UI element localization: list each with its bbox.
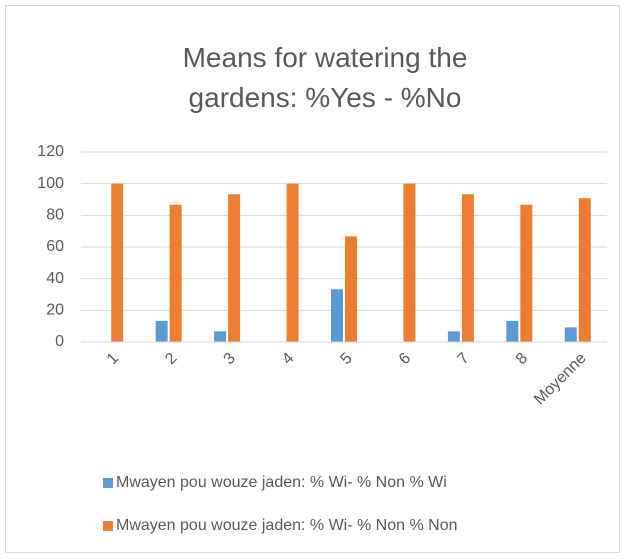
y-tick-label: 40 [46,270,64,287]
y-tick-label: 0 [55,333,64,350]
legend-label: Mwayen pou wouze jaden: % Wi- % Non % No… [116,517,458,534]
y-tick-label: 100 [37,175,64,192]
chart-title: Means for watering the gardens: %Yes - %… [182,42,468,113]
y-tick-label: 20 [46,302,64,319]
legend-label: Mwayen pou wouze jaden: % Wi- % Non % Wi [116,474,447,491]
bar [214,331,227,342]
y-tick-label: 60 [46,238,64,255]
legend-swatch [103,521,113,531]
bar [506,320,519,342]
bar [520,204,533,342]
bar [331,289,343,342]
bar [403,183,416,342]
y-tick-label: 80 [46,207,64,224]
bar [461,194,474,342]
bar [345,236,357,342]
bar [447,331,460,342]
bar [111,183,124,342]
y-tick-label: 120 [37,143,64,160]
bar [155,320,168,342]
bar [169,204,182,342]
legend-swatch [103,478,113,488]
bar [564,327,577,342]
bar [578,198,591,342]
bar [228,194,241,342]
bar [286,183,299,342]
